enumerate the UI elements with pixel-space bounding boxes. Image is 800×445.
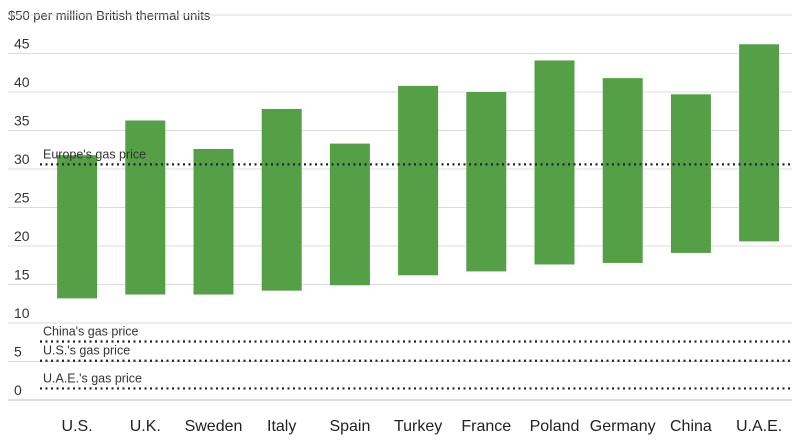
y-tick-label: 40 (14, 74, 30, 90)
y-tick-label: 15 (14, 267, 30, 283)
y-tick-label: 10 (14, 305, 30, 321)
range-bar (193, 148, 234, 295)
y-tick-label: 45 (14, 36, 30, 52)
reference-lines: Europe's gas price China's gas price U.S.'… (40, 147, 792, 390)
x-category-label: France (461, 418, 511, 435)
x-category-label: U.K. (130, 418, 161, 435)
range-bar (125, 120, 166, 295)
range-bar (398, 85, 439, 276)
x-category-label: China (670, 418, 712, 435)
x-category-label: U.A.E. (736, 418, 782, 435)
range-bar (261, 108, 302, 291)
y-axis-ticks: 0 5 10 15 20 25 30 35 40 45 (14, 36, 30, 399)
x-axis-categories: U.S. U.K. Sweden Italy Spain Turkey France Pola… (62, 418, 783, 435)
x-category-label: Poland (530, 418, 580, 435)
x-category-label: Spain (329, 418, 370, 435)
range-bar (57, 155, 98, 299)
y-tick-label: 5 (14, 344, 22, 360)
y-tick-label: 30 (14, 151, 30, 167)
reference-line-label: China's gas price (43, 324, 139, 338)
reference-line-label: U.A.E.'s gas price (43, 371, 142, 385)
reference-line-label: Europe's gas price (43, 147, 146, 161)
range-bar (534, 60, 575, 265)
range-bar (739, 44, 780, 242)
x-category-label: Germany (590, 418, 656, 435)
y-tick-label: 35 (14, 113, 30, 129)
reference-line-label: U.S.'s gas price (43, 344, 130, 358)
x-category-label: Sweden (185, 418, 243, 435)
range-bar (466, 92, 507, 272)
y-tick-label: 0 (14, 382, 22, 398)
x-category-label: Turkey (394, 418, 442, 435)
bars (57, 44, 780, 299)
y-tick-label: 20 (14, 228, 30, 244)
x-category-label: Italy (267, 418, 296, 435)
range-bar (602, 78, 643, 263)
x-category-label: U.S. (62, 418, 93, 435)
range-bar (670, 94, 711, 253)
y-tick-label: 25 (14, 190, 30, 206)
range-bar (329, 143, 370, 286)
